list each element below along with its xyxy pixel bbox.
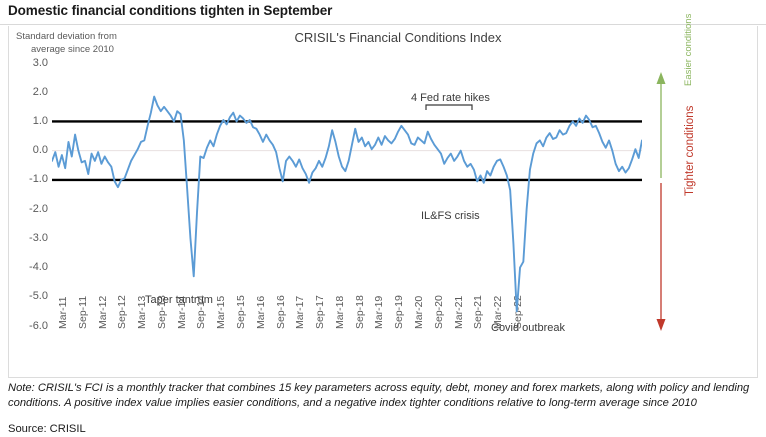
figure-border-right (757, 26, 758, 378)
y-tick-label: 1.0 (32, 114, 48, 127)
chart-title: CRISIL's Financial Conditions Index (294, 30, 502, 45)
axis-unit-note-line1: Standard deviation from (16, 31, 117, 42)
x-tick-label: Sep-11 (67, 296, 89, 377)
y-tick-label: -4.0 (29, 261, 48, 274)
x-tick-label: Sep-13 (146, 295, 168, 377)
tighter-conditions-label: Tighter conditions (671, 106, 696, 336)
axis-unit-note: Standard deviation from average since 20… (16, 31, 176, 56)
chart-figure: Standard deviation from average since 20… (8, 14, 758, 378)
annotation-covid-outbreak: Covid outbreak (491, 322, 565, 334)
chart-footnote: Note: CRISIL's FCI is a monthly tracker … (8, 382, 750, 409)
y-tick-label: 0.0 (32, 144, 48, 157)
x-tick-label: Sep-17 (304, 295, 326, 377)
figure-border-left (8, 26, 9, 378)
data-series-line (52, 95, 642, 313)
chart-source: Source: CRISIL (8, 423, 86, 435)
x-tick-label: Mar-19 (363, 296, 385, 377)
y-tick-label: 2.0 (32, 85, 48, 98)
x-tick-label: Mar-12 (87, 296, 109, 377)
easier-conditions-text: Easier conditions (683, 13, 694, 86)
y-tick-label: 3.0 (32, 56, 48, 69)
y-tick-label: -5.0 (29, 290, 48, 303)
tighter-conditions-text: Tighter conditions (684, 105, 696, 196)
x-tick-label: Sep-12 (106, 295, 128, 377)
annotation-taper-tantrum: Taper tantrum (145, 294, 213, 306)
y-tick-label: -2.0 (29, 202, 48, 215)
header-divider (0, 24, 766, 25)
y-tick-label: -6.0 (29, 319, 48, 332)
plot-area (52, 63, 642, 326)
x-tick-label: Mar-17 (284, 296, 306, 377)
x-tick-label: Mar-18 (324, 296, 346, 377)
easier-conditions-label: Easier conditions (672, 14, 694, 196)
annotation-ilfs-crisis: IL&FS crisis (421, 210, 480, 222)
x-tick-label: Sep-21 (462, 295, 484, 377)
x-tick-label: Sep-22 (502, 295, 524, 377)
x-tick-label: Mar-16 (245, 296, 267, 377)
y-tick-label: -1.0 (29, 173, 48, 186)
tighter-arrow-head (656, 319, 666, 331)
x-tick-label: Mar-21 (443, 296, 465, 377)
x-tick-label: Mar-15 (205, 296, 227, 377)
annotation-fed-rate-hikes: 4 Fed rate hikes (411, 92, 490, 104)
x-tick-label: Sep-18 (344, 295, 366, 377)
axis-unit-note-line2: average since 2010 (31, 43, 114, 55)
chart-svg (52, 95, 642, 313)
x-tick-label: Mar-13 (126, 296, 148, 377)
easier-arrow-head (656, 72, 666, 84)
x-tick-label: Mar-22 (482, 296, 504, 377)
x-tick-label: Sep-20 (423, 295, 445, 377)
page-headline: Domestic financial conditions tighten in… (8, 3, 333, 18)
figure-border-bottom (8, 377, 758, 378)
x-tick-label: Sep-16 (265, 295, 287, 377)
y-tick-label: -3.0 (29, 231, 48, 244)
x-tick-label: Mar-20 (403, 296, 425, 377)
x-tick-label: Sep-19 (383, 295, 405, 377)
x-tick-label: Mar-14 (166, 296, 188, 377)
x-tick-label: Mar-11 (47, 297, 69, 377)
x-tick-label: Sep-15 (225, 295, 247, 377)
x-tick-label: Sep-14 (185, 295, 207, 377)
